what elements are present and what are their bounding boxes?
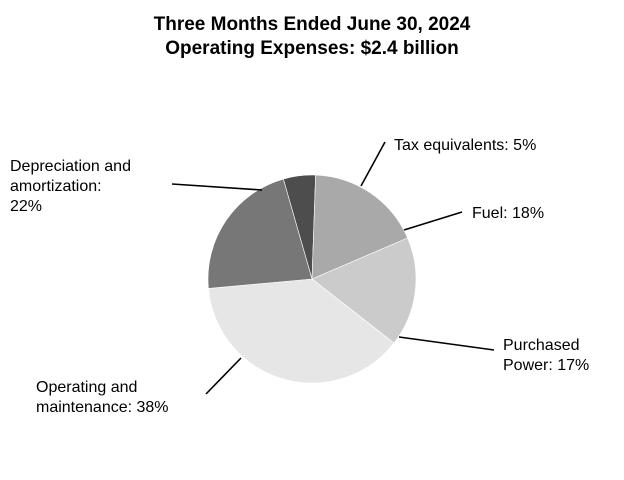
chart-subtitle: Operating Expenses: $2.4 billion (165, 38, 459, 59)
leader-line-4 (205, 357, 242, 395)
pie-slice-4 (208, 278, 395, 384)
leader-line-3 (398, 336, 495, 351)
leader-line-1 (360, 141, 386, 187)
pie-slice-5 (207, 178, 313, 289)
slice-label-3: Purchased Power: 17% (503, 337, 589, 374)
slice-label-4: Operating and maintenance: 38% (36, 379, 169, 416)
leader-line-5 (171, 183, 263, 191)
chart-title: Three Months Ended June 30, 2024 (153, 14, 471, 35)
leader-line-2 (403, 211, 463, 231)
pie-slice-3 (311, 237, 417, 344)
slice-label-2: Fuel: 18% (472, 205, 544, 222)
slice-label-1: Tax equivalents: 5% (394, 137, 536, 154)
pie-slice-2 (311, 174, 408, 280)
slice-label-5: Depreciation and amortization: 22% (10, 158, 131, 215)
